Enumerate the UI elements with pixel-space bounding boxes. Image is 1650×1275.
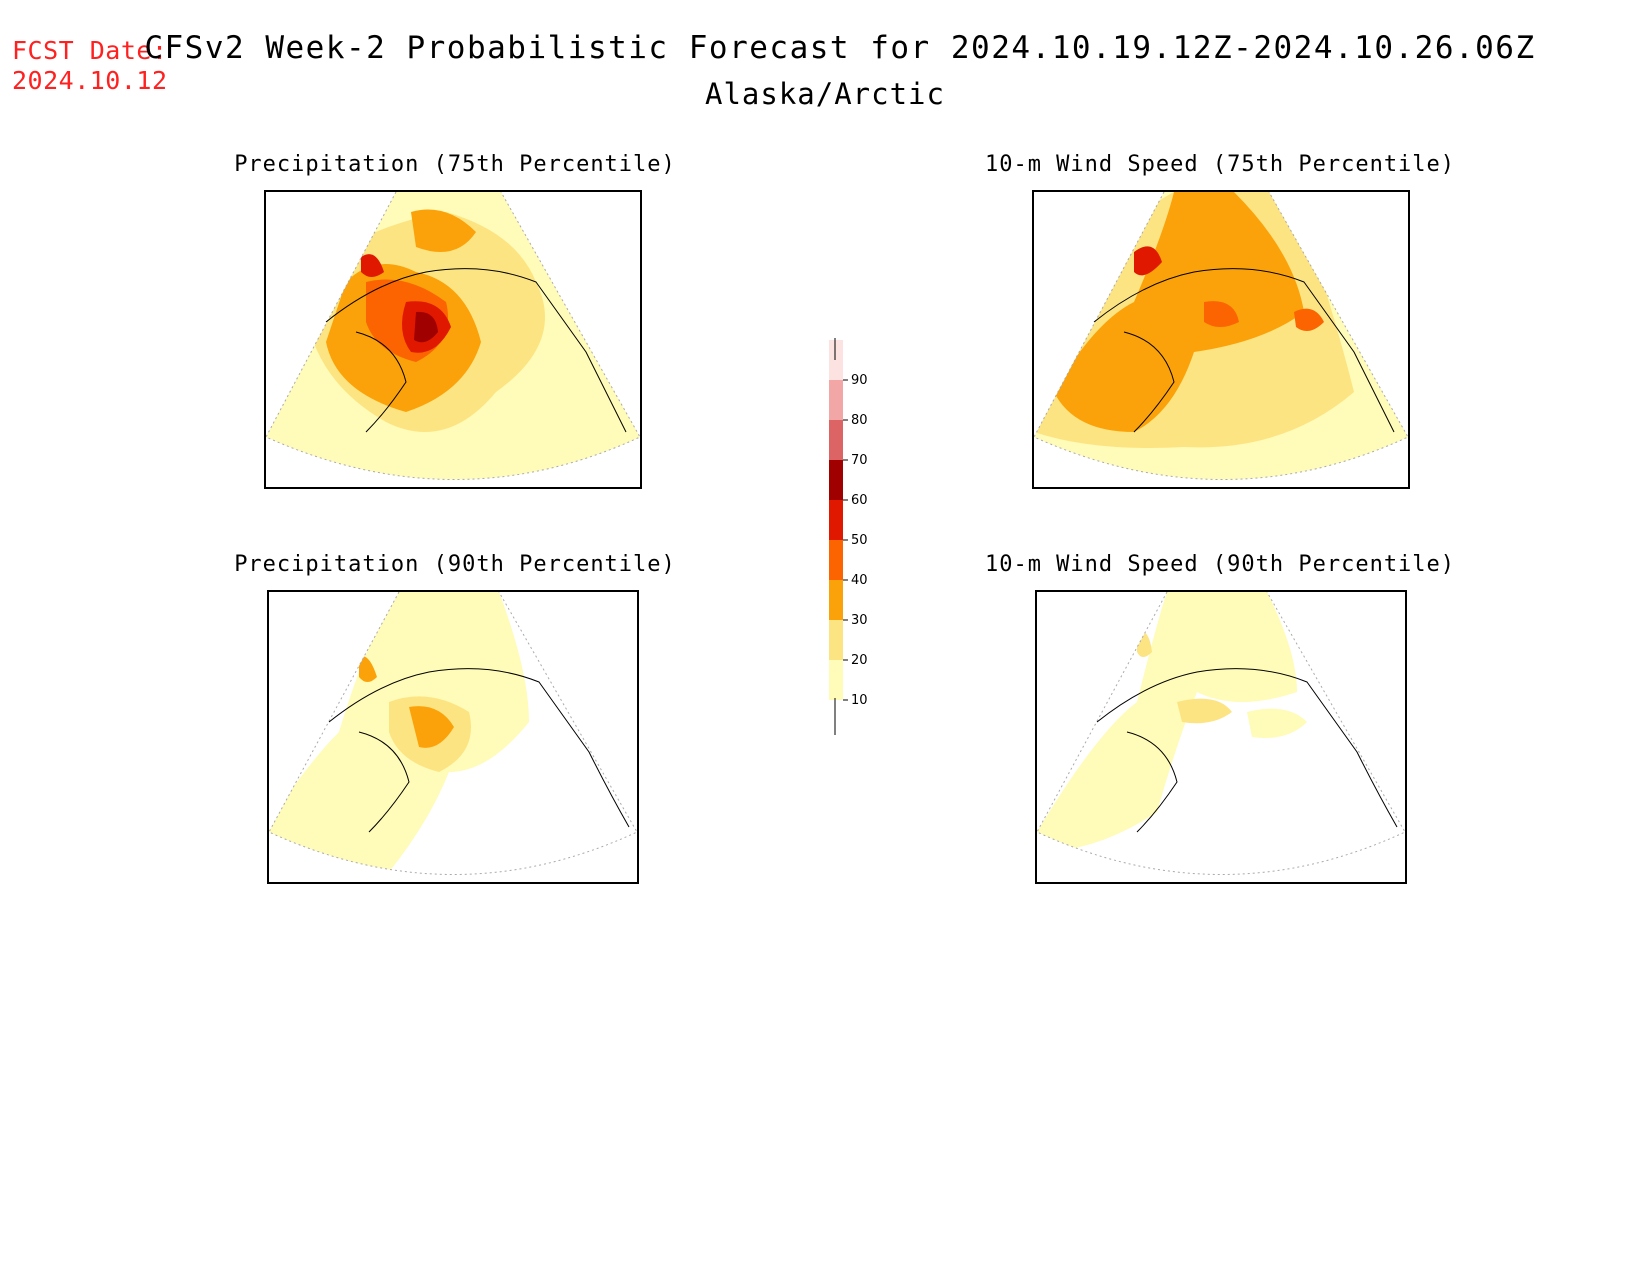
colorbar-label: 40 [851,573,868,588]
colorbar: 10 20 30 40 50 60 70 80 90 [815,330,895,750]
panel-title-wind90: 10-m Wind Speed (90th Percentile) [984,552,1456,577]
colorbar-label: 70 [851,453,868,468]
colorbar-label: 50 [851,533,868,548]
colorbar-swatch [829,660,843,700]
colorbar-swatch [829,460,843,500]
colorbar-swatch [829,540,843,580]
colorbar-label: 60 [851,493,868,508]
forecast-date-label: FCST Date: [12,36,168,65]
forecast-date-value: 2024.10.12 [12,66,168,95]
forecast-date: FCST Date: 2024.10.12 [12,36,168,96]
colorbar-label: 20 [851,653,868,668]
colorbar-swatch [829,580,843,620]
panel-title-precip90: Precipitation (90th Percentile) [234,552,676,577]
colorbar-label: 30 [851,613,868,628]
colorbar-label: 90 [851,373,868,388]
colorbar-swatch [829,500,843,540]
map-wind90 [1035,590,1407,884]
map-wind75 [1032,190,1410,489]
colorbar-label: 80 [851,413,868,428]
page-title: CFSv2 Week-2 Probabilistic Forecast for … [144,30,1536,66]
map-precip90 [267,590,639,884]
panel-title-precip75: Precipitation (75th Percentile) [234,152,676,177]
colorbar-swatch [829,420,843,460]
panel-title-wind75: 10-m Wind Speed (75th Percentile) [984,152,1456,177]
map-precip75 [264,190,642,489]
colorbar-label: 10 [851,693,868,708]
colorbar-swatch [829,340,843,380]
colorbar-swatch [829,380,843,420]
colorbar-swatch [829,620,843,660]
page-subtitle: Alaska/Arctic [705,77,945,111]
